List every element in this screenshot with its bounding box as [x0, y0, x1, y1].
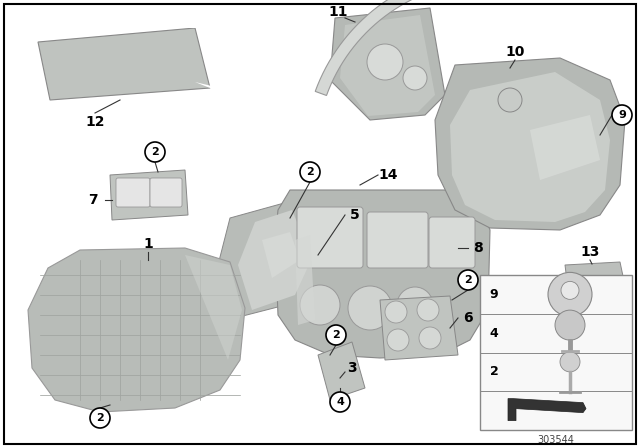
Bar: [480, 275, 632, 430]
Text: 2: 2: [96, 413, 104, 423]
Circle shape: [498, 88, 522, 112]
Text: 3: 3: [347, 361, 357, 375]
Polygon shape: [565, 262, 628, 305]
Circle shape: [145, 142, 165, 162]
Text: 4: 4: [336, 397, 344, 407]
Polygon shape: [316, 0, 522, 95]
Text: 9: 9: [618, 110, 626, 120]
Text: 8: 8: [473, 241, 483, 255]
Text: 10: 10: [506, 45, 525, 59]
Circle shape: [612, 105, 632, 125]
Polygon shape: [565, 300, 628, 322]
Circle shape: [387, 329, 409, 351]
Text: 2: 2: [464, 275, 472, 285]
FancyBboxPatch shape: [429, 217, 475, 268]
Polygon shape: [450, 72, 610, 222]
Text: 1: 1: [143, 237, 153, 251]
FancyBboxPatch shape: [116, 178, 150, 207]
Text: 9: 9: [490, 288, 499, 301]
Text: 2: 2: [306, 167, 314, 177]
Circle shape: [330, 392, 350, 412]
Circle shape: [385, 301, 407, 323]
Polygon shape: [380, 296, 458, 360]
Text: 2: 2: [490, 366, 499, 379]
Polygon shape: [175, 24, 210, 28]
Polygon shape: [218, 200, 320, 318]
Circle shape: [90, 408, 110, 428]
Circle shape: [417, 299, 439, 321]
Text: 4: 4: [490, 327, 499, 340]
Polygon shape: [110, 170, 188, 220]
Polygon shape: [275, 190, 490, 358]
Polygon shape: [195, 82, 220, 88]
Circle shape: [555, 310, 585, 340]
Circle shape: [403, 66, 427, 90]
Circle shape: [300, 162, 320, 182]
Circle shape: [348, 286, 392, 330]
Polygon shape: [185, 255, 242, 360]
Polygon shape: [340, 15, 435, 116]
Circle shape: [548, 272, 592, 316]
Circle shape: [561, 281, 579, 299]
Text: 5: 5: [350, 208, 360, 222]
Circle shape: [560, 352, 580, 372]
Text: 11: 11: [328, 5, 348, 19]
Text: 2: 2: [151, 147, 159, 157]
Polygon shape: [38, 28, 210, 100]
Polygon shape: [238, 210, 312, 310]
Text: 6: 6: [463, 311, 473, 325]
Polygon shape: [530, 115, 600, 180]
Circle shape: [419, 327, 441, 349]
FancyBboxPatch shape: [367, 212, 428, 268]
Polygon shape: [330, 8, 445, 120]
Circle shape: [367, 44, 403, 80]
Polygon shape: [318, 342, 365, 400]
Text: 7: 7: [88, 193, 98, 207]
Polygon shape: [262, 232, 300, 278]
Polygon shape: [508, 399, 586, 421]
Polygon shape: [28, 248, 245, 412]
Circle shape: [458, 270, 478, 290]
Text: 14: 14: [378, 168, 397, 182]
FancyBboxPatch shape: [150, 178, 182, 207]
Text: 2: 2: [332, 330, 340, 340]
Text: 303544: 303544: [538, 435, 575, 445]
Polygon shape: [435, 58, 625, 230]
Polygon shape: [295, 235, 315, 325]
Circle shape: [326, 325, 346, 345]
Text: 13: 13: [580, 245, 600, 259]
Text: 12: 12: [85, 115, 105, 129]
FancyBboxPatch shape: [297, 207, 363, 268]
Circle shape: [300, 285, 340, 325]
Circle shape: [397, 287, 433, 323]
